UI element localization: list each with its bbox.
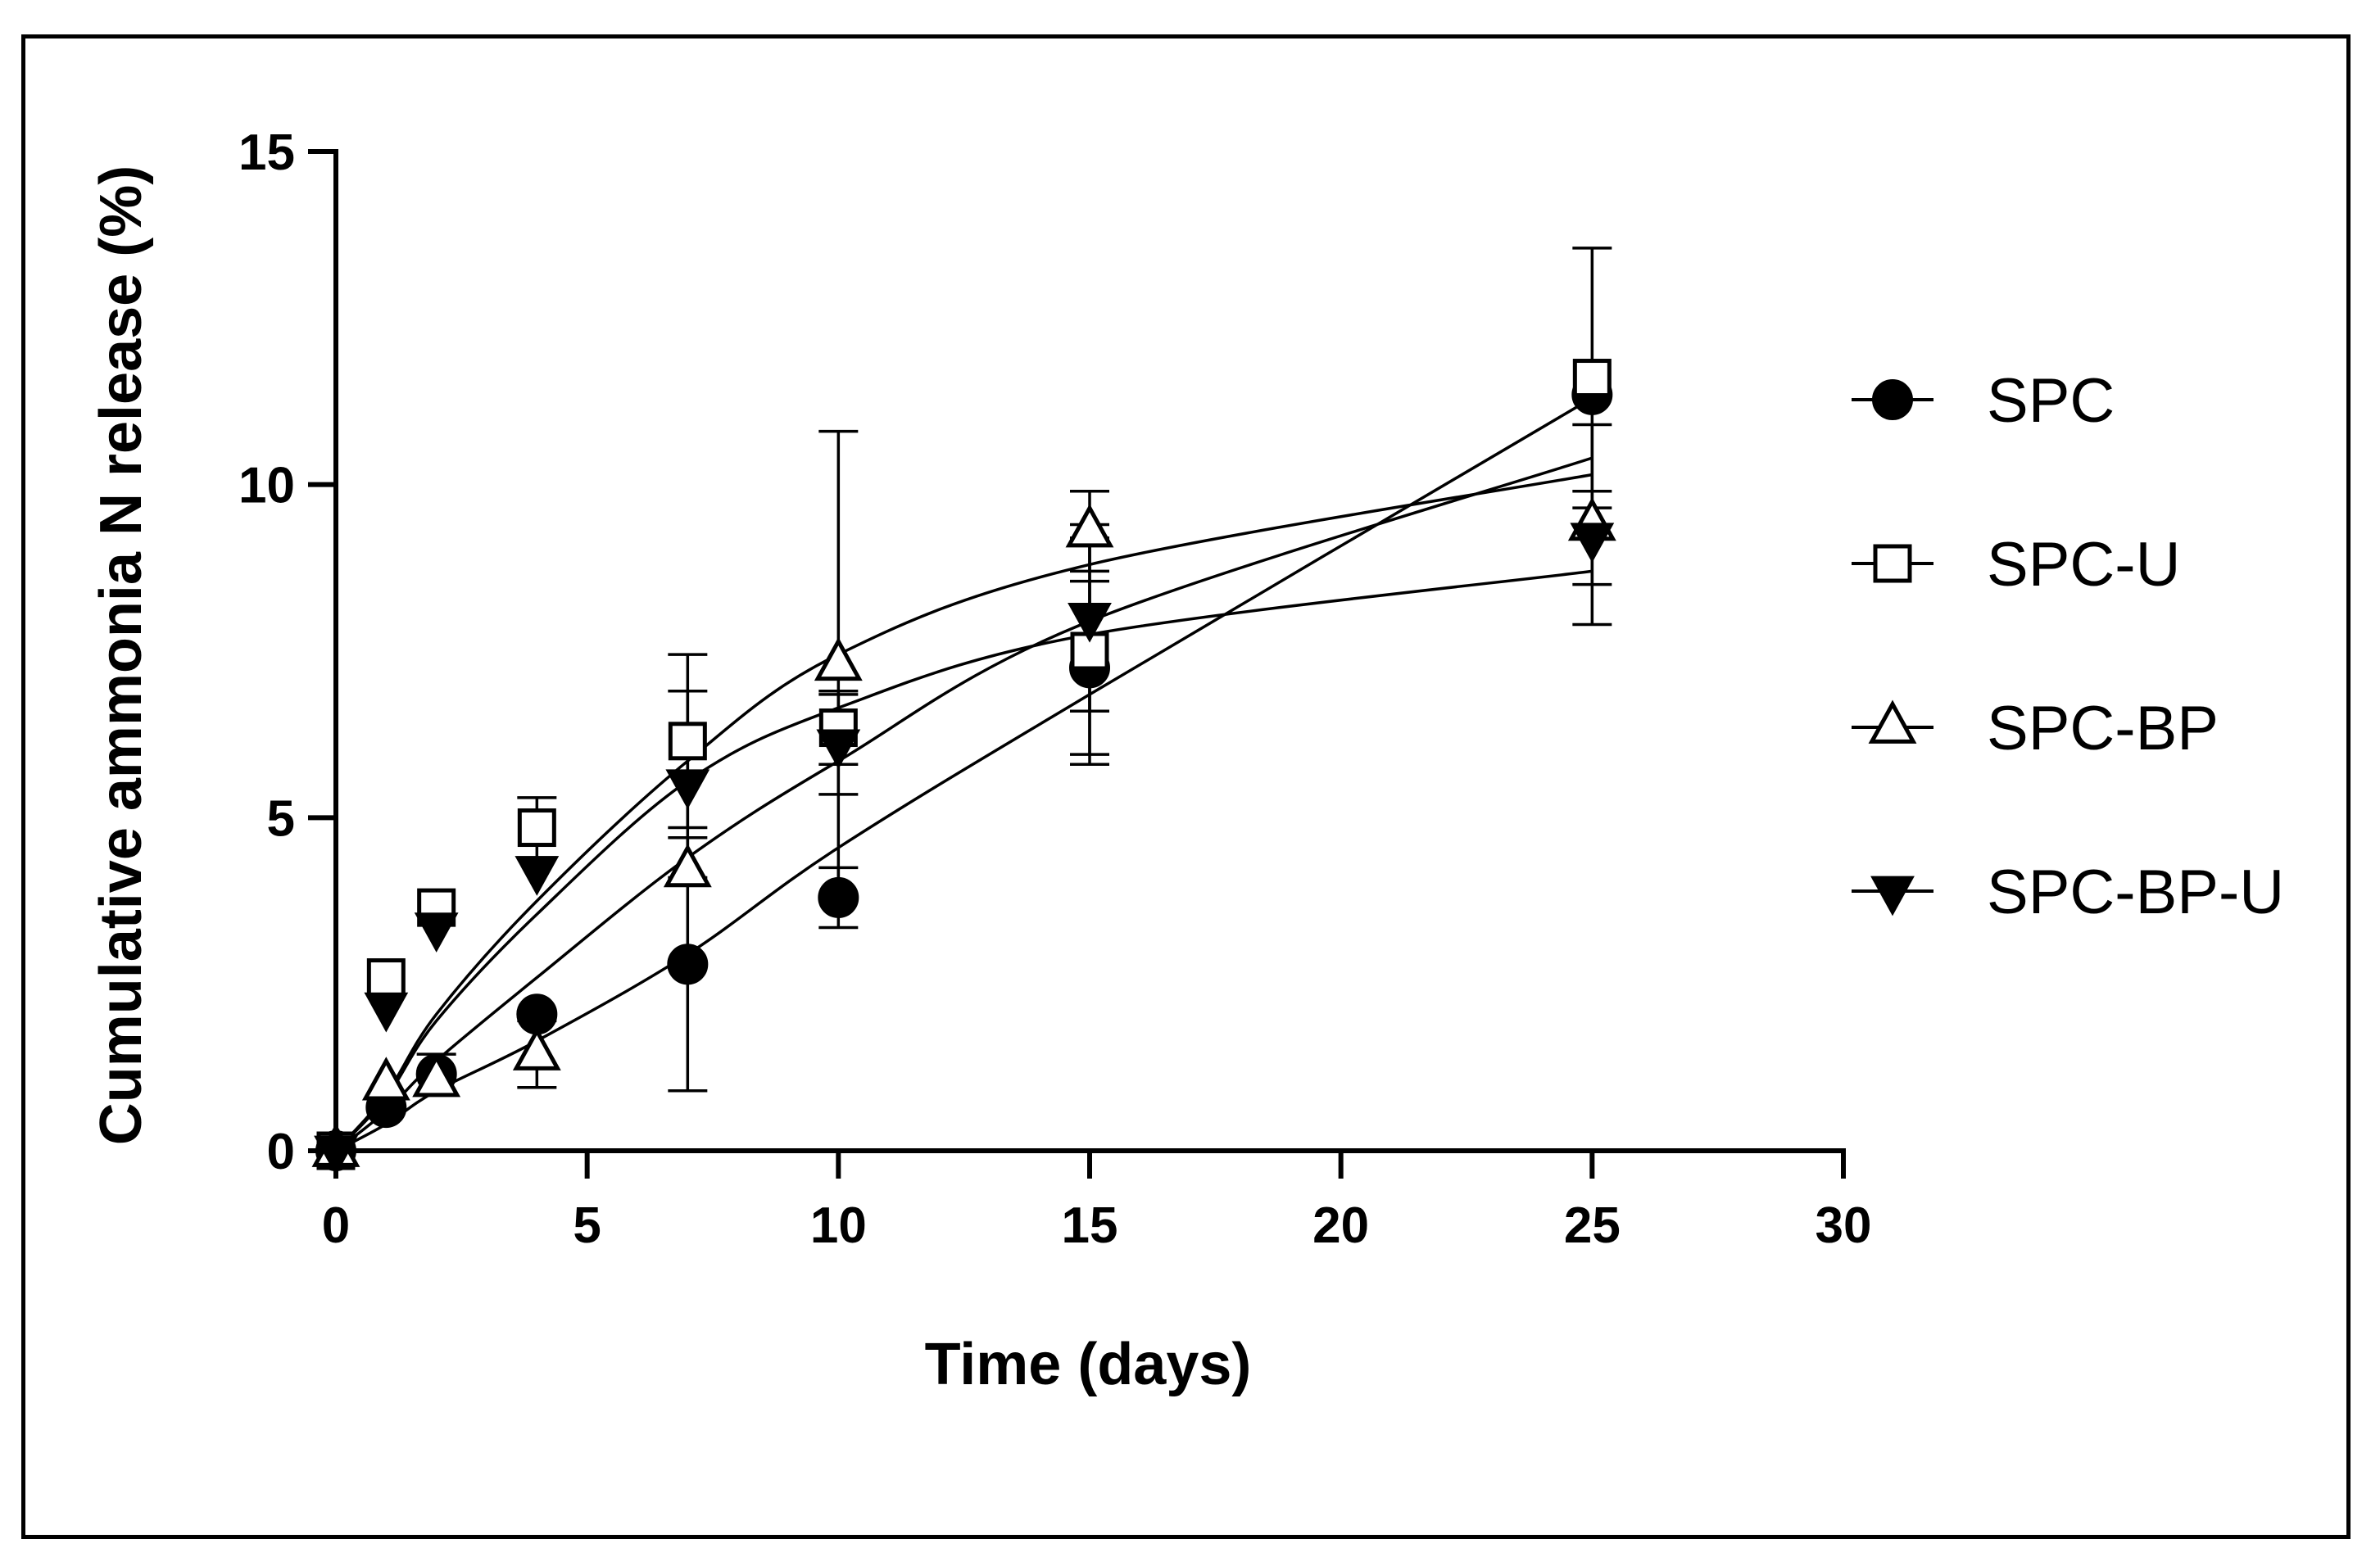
data-point-spc-bp-u <box>665 769 710 810</box>
legend-label-spc-bp: SPC-BP <box>1987 694 2219 763</box>
legend-item-spc-bp-u: SPC-BP-U <box>1852 858 2284 927</box>
legend-marker-spc-bp <box>1868 699 1917 744</box>
x-tick-label: 10 <box>810 1197 867 1254</box>
legend-marker-spc <box>1872 379 1913 420</box>
data-point-spc-bp-u <box>816 729 861 770</box>
y-axis: 0 5 10 15 <box>238 124 338 1180</box>
fit-curves <box>334 396 1593 1152</box>
legend-marker-spc-u <box>1873 544 1912 583</box>
data-point-spc-bp-u <box>414 912 459 953</box>
x-axis: 0 5 10 15 20 25 30 <box>322 1148 1872 1254</box>
error-bars <box>416 247 1612 1096</box>
x-tick-label: 20 <box>1312 1197 1369 1254</box>
data-point-spc-u <box>366 958 406 998</box>
x-tick-label: 30 <box>1816 1197 1872 1254</box>
legend-marker-spc-bp-u <box>1870 876 1915 917</box>
x-tick-label: 25 <box>1564 1197 1621 1254</box>
data-point-spc-bp <box>512 1026 561 1070</box>
data-point-spc-bp <box>1065 504 1114 548</box>
data-point-spc-bp <box>663 843 712 888</box>
y-tick-label: 10 <box>238 458 295 514</box>
data-point-spc-u <box>668 722 707 761</box>
data-point-spc-bp <box>814 636 863 681</box>
x-tick-label: 15 <box>1062 1197 1118 1254</box>
data-point-spc-u <box>517 808 556 848</box>
fit-curve-spc-bp-u <box>334 473 1593 1152</box>
data-point-spc-bp-u <box>364 992 409 1033</box>
data-point-spc-bp-u <box>515 856 560 896</box>
legend-label-spc-u: SPC-U <box>1987 530 2180 600</box>
y-axis-title: Cumulative ammonia N release (%) <box>88 165 154 1145</box>
legend-label-spc-bp-u: SPC-BP-U <box>1987 858 2284 927</box>
data-point-spc-bp-u <box>1570 523 1615 563</box>
data-markers <box>311 359 1616 1176</box>
data-point-spc-bp <box>361 1057 410 1101</box>
legend-item-spc-u: SPC-U <box>1852 530 2180 600</box>
x-axis-title: Time (days) <box>925 1332 1252 1397</box>
legend-item-spc-bp: SPC-BP <box>1852 694 2219 763</box>
fit-curve-spc <box>335 396 1593 1152</box>
data-point-spc-u <box>1572 359 1612 398</box>
x-tick-label: 5 <box>573 1197 601 1254</box>
x-tick-label: 0 <box>322 1197 350 1254</box>
data-point-spc-bp <box>412 1053 461 1098</box>
y-tick-label: 5 <box>267 790 295 847</box>
legend-item-spc: SPC <box>1852 366 2115 436</box>
figure-frame <box>21 34 2351 1539</box>
y-tick-label: 15 <box>238 124 295 181</box>
legend-label-spc: SPC <box>1987 366 2115 436</box>
legend: SPC SPC-U SPC-BP SPC-BP-U <box>1852 366 2284 927</box>
y-tick-label: 0 <box>267 1124 295 1180</box>
data-point-spc-bp-u <box>1068 603 1112 643</box>
data-point-spc <box>818 876 859 918</box>
data-point-spc <box>667 944 709 985</box>
